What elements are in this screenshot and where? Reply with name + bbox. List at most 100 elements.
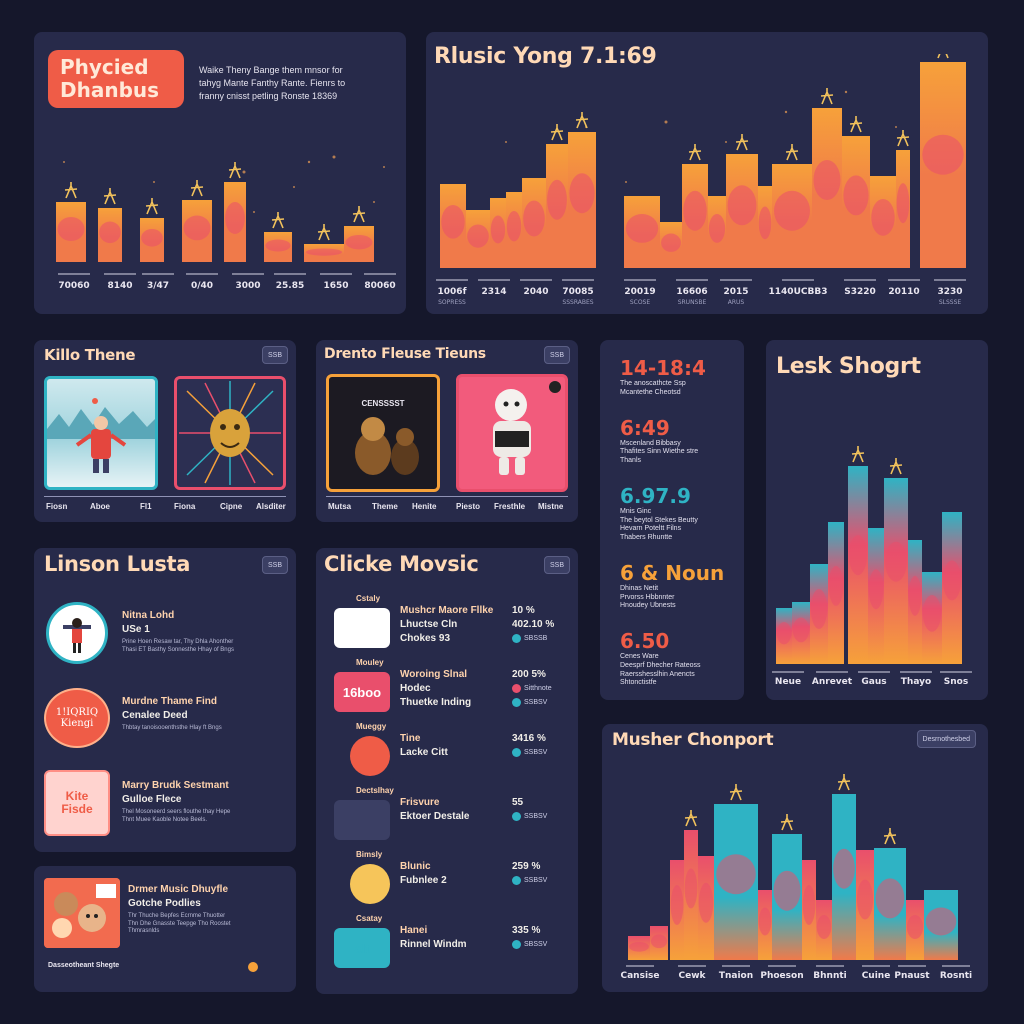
caption: Alsditer [256, 502, 286, 511]
stat-block[interactable]: 6.97.9 Mnis Ginc The beytol Stekes Beutty H… [620, 484, 738, 543]
bar-texture [727, 185, 757, 226]
avatar [46, 602, 108, 664]
description-line: Waike Theny Bange them mnsor for [199, 65, 343, 75]
dancer-figure-icon [317, 224, 331, 241]
thumb-collage[interactable] [44, 878, 120, 948]
meta-dot-icon [512, 875, 521, 885]
dancer-figure-icon [103, 188, 117, 205]
music-row[interactable]: Dectslhay Frisvure Ektoer Destale 55 SSBSV [316, 784, 578, 846]
item-desc: Thr Thuche Bepfes Ecrnme Thuotter Thn Dh… [128, 913, 288, 936]
list-item[interactable]: Kite Fisde Marry Brudk Sestmant Gulloe F… [34, 764, 296, 838]
stat-block[interactable]: 6:49 Mscenland Bibbasy Thafites Sinn Wieth… [620, 416, 738, 466]
stat-value: 6 & Noun [620, 560, 725, 585]
desc-line: Thmrasnlds [128, 928, 160, 934]
row-sub2: Chokes 93 [400, 633, 451, 644]
tick-label: Rosnti [940, 971, 972, 981]
bar-texture [856, 879, 874, 920]
status-dot-icon[interactable] [248, 962, 258, 972]
item-subtitle: Cenalee Deed [122, 710, 188, 721]
bar-chart-physical: 70060WOSSOPE8140SSBA3/47SSEE0/40POBAR300… [56, 162, 396, 291]
tick-label: 2015 [723, 287, 748, 297]
bar-texture [943, 560, 961, 601]
music-row[interactable]: Mueggy Tine Lacke Citt 3416 % SSBSV [316, 720, 578, 782]
desc-line: Thel Mosoneerd seers flouthe thay Hepe [122, 809, 231, 815]
row-percent: 200 5% [512, 669, 546, 680]
row-sub1: Lhuctse Cln [400, 619, 458, 630]
row-tag: Csatay [356, 914, 383, 923]
music-row[interactable]: Csatay alt Hanei Rinnel Windm 335 % SBSSV [316, 912, 578, 974]
stat-caption: Mcantethe Cheotsd [620, 388, 681, 396]
panel-badge[interactable]: SSB [261, 346, 288, 364]
row-sub1: Hodec [400, 683, 431, 694]
album-art-robot[interactable] [456, 374, 568, 492]
panel-title: Rlusic Yong 7.1:69 [434, 44, 657, 69]
dancer-figure-icon [896, 130, 910, 147]
item-desc: Thel Mosoneerd seers flouthe thay Hepe T… [122, 809, 288, 824]
row-meta-line: SBSSV [512, 938, 576, 952]
caption-row [44, 496, 286, 497]
bar-texture [792, 617, 810, 643]
item-title: Marry Brudk Sestmant [122, 780, 229, 791]
list-item[interactable]: 1!IQRIQ Kiengi Murdne Thame Find Cenalee… [34, 682, 296, 752]
row-thumbnail[interactable] [334, 608, 390, 648]
dancer-figure-icon [889, 458, 903, 475]
music-row[interactable]: Bimsly Blunic Fubnlee 2 259 % SSBSV [316, 848, 578, 910]
row-percent: 402.10 % [512, 619, 555, 630]
thumb-badge: Kite Fisde [44, 770, 110, 836]
panel-badge[interactable]: SSB [261, 556, 288, 574]
meta-dot-icon [512, 697, 521, 707]
panel-badge[interactable]: SSB [543, 346, 570, 364]
album-art-snow[interactable] [44, 376, 158, 490]
row-percent: 335 % [512, 925, 541, 936]
dancer-figure-icon [937, 54, 949, 59]
row-percent: 3416 % [512, 733, 546, 744]
bar-texture [885, 541, 907, 582]
row-meta-line: SSBSV [512, 746, 576, 760]
bar-texture [99, 221, 121, 244]
dancer-figure-icon [228, 162, 242, 179]
bar-texture [758, 907, 772, 936]
panel-badge[interactable]: SSB [543, 556, 570, 574]
stat-caption: Shtonctistfe [620, 679, 657, 687]
stat-block[interactable]: 14-18:4 The anoscathcte Ssp Mcantethe Cheo… [620, 356, 738, 398]
dancer-figure-icon [780, 814, 794, 831]
row-meta: Sitthnote [524, 685, 552, 692]
description-line: franny cnisst petling Ronste 18369 [199, 91, 338, 101]
list-item[interactable]: Nitna Lohd USe 1 Prine Hoen Resaw tar, T… [34, 598, 296, 668]
music-row[interactable]: Mouley 16boo Woroing Slnal Hodec Thuetke Ind… [316, 656, 578, 718]
panel-title: Drento Fleuse Tieuns [324, 346, 486, 362]
stat-caption: Raersshesslhin Anencts [620, 670, 695, 678]
row-percent: 10 % [512, 605, 535, 616]
dancer-figure-icon [837, 774, 851, 791]
tick-label: Gaus [861, 677, 886, 687]
meta-dot-icon [512, 683, 521, 693]
caption: Fiosn [46, 502, 68, 511]
bar-texture [141, 229, 163, 247]
music-row[interactable]: Cstaly Mushcr Maore Fllke Lhuctse Cln Choke… [316, 592, 578, 654]
panel-badge[interactable]: Desrnothesbed [916, 730, 976, 748]
row-title: Hanei [400, 925, 428, 936]
bar-chart-music-song: 1006f SOPRESS 2314 2040 70085 SSSRABES 20019 SC… [436, 54, 966, 304]
row-thumbnail[interactable] [334, 800, 390, 840]
panel-title: Linson Lusta [44, 552, 191, 576]
app-title-line1: Phycied [60, 55, 149, 79]
row-thumbnail[interactable] [350, 864, 390, 904]
panel-drento-tunes: Drento Fleuse Tieuns SSB CENSSSST Mutsa … [316, 340, 578, 522]
caption-row [326, 496, 568, 497]
stat-block[interactable]: 6 & Noun Dhinas Netit Prvorss Hbbnnter Hnou… [620, 561, 738, 611]
bar-chart-musher: Cansise Cewk Tnaion Phoeson Bhnnti Cuine Pnaus… [621, 774, 972, 981]
stat-caption: Deesprf Dhecher Rateoss [620, 661, 701, 669]
row-thumbnail[interactable]: alt [334, 928, 390, 968]
row-thumbnail[interactable]: 16boo [334, 672, 390, 712]
row-thumbnail[interactable] [350, 736, 390, 776]
album-art-dark[interactable]: CENSSSST [326, 374, 440, 492]
album-art-sunburst[interactable] [174, 376, 286, 490]
bar-texture [773, 870, 801, 911]
dancer-figure-icon [688, 144, 702, 161]
app-title-badge[interactable]: Phycied Dhanbus [48, 50, 184, 108]
caption: Fl1 [140, 502, 152, 511]
dancer-figure-icon [190, 180, 204, 197]
stat-block[interactable]: 6.50 Cenes Ware Deesprf Dhecher Rateoss Rae… [620, 629, 738, 688]
bar-texture [661, 233, 681, 252]
tick-label: 1650 [323, 281, 348, 291]
